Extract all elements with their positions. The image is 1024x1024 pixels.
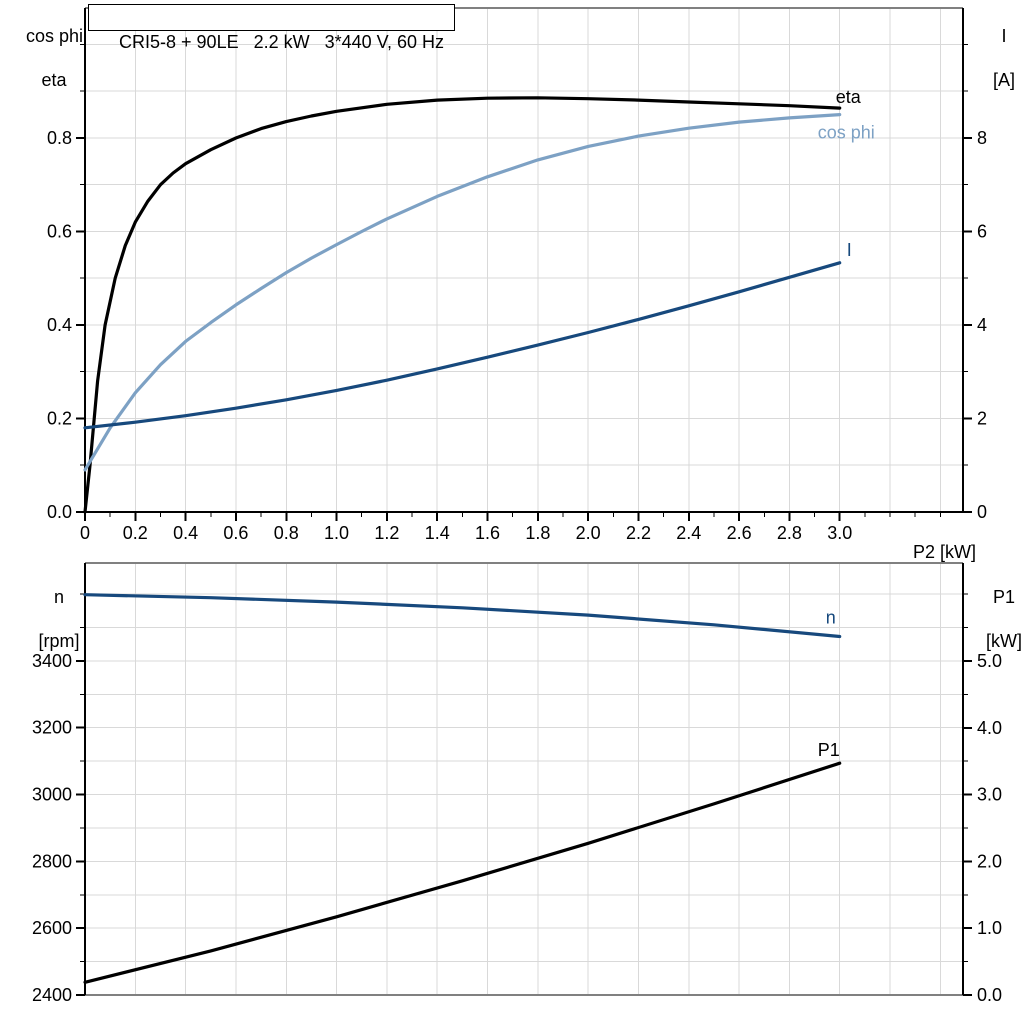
right-tick-label: 1.0 xyxy=(977,918,1002,938)
curve-label-cos_phi: cos phi xyxy=(818,123,875,143)
curve-I xyxy=(83,261,842,430)
right-tick-label: 8 xyxy=(977,128,987,148)
left-tick-label: 2600 xyxy=(32,918,72,938)
bottom-left-axis-title: n [rpm] xyxy=(16,564,82,674)
top-left-axis-title: cos phi eta xyxy=(6,3,84,113)
x-tick-label: 1.2 xyxy=(374,523,399,543)
top-right-axis-title: I [A] xyxy=(966,3,1022,113)
axis-ticks xyxy=(76,43,972,521)
tick-labels: 0.0 0.2 0.4 0.6 0.8 0 2 4 6 8 0 0.2 0.4 0.6 0.8 1.0 1.2 1… xyxy=(47,128,987,543)
left-axis-title-line2: eta xyxy=(41,70,67,90)
x-axis-title: P2 [kW] xyxy=(913,542,977,562)
x-tick-label: 2.6 xyxy=(727,523,752,543)
left-tick-label: 0.8 xyxy=(47,128,72,148)
x-tick-label: 3.0 xyxy=(827,523,852,543)
left-axis-title-line1: cos phi xyxy=(26,26,84,46)
plot-frame xyxy=(83,562,965,997)
speed-axis-title-line1: n xyxy=(54,587,65,607)
right-tick-label: 2.0 xyxy=(977,851,1002,871)
right-tick-label: 5.0 xyxy=(977,651,1002,671)
curve-eta xyxy=(83,96,842,514)
gridlines xyxy=(85,8,963,512)
curve-label-I: I xyxy=(847,240,852,260)
x-tick-label: 2.8 xyxy=(777,523,802,543)
p1-axis-title-line1: P1 xyxy=(992,587,1016,607)
right-axis-title-line2: [A] xyxy=(993,70,1016,90)
right-tick-label: 4 xyxy=(977,315,987,335)
panel-bottom: 2400 2600 2800 3000 3200 3400 0.0 1.0 2.0 3.0 4.0 5… xyxy=(32,562,1002,1005)
left-tick-label: 3400 xyxy=(32,651,72,671)
x-tick-label: 1.6 xyxy=(475,523,500,543)
axis-ticks xyxy=(76,593,972,996)
right-tick-label: 0 xyxy=(977,502,987,522)
x-tick-label: 0.4 xyxy=(173,523,198,543)
p1-axis-title-line2: [kW] xyxy=(986,631,1022,651)
right-tick-label: 6 xyxy=(977,221,987,241)
x-tick-label: 2.0 xyxy=(576,523,601,543)
left-tick-label: 0.2 xyxy=(47,408,72,428)
right-tick-label: 3.0 xyxy=(977,785,1002,805)
x-tick-label: 0.8 xyxy=(274,523,299,543)
tick-labels: 2400 2600 2800 3000 3200 3400 0.0 1.0 2.0 3.0 4.0 5… xyxy=(32,651,1002,1005)
x-tick-label: 1.8 xyxy=(525,523,550,543)
curve-n xyxy=(83,593,842,639)
right-axis-title-line1: I xyxy=(1001,26,1007,46)
panel-top: 0.0 0.2 0.4 0.6 0.8 0 2 4 6 8 0 0.2 0.4 0.6 0.8 1.0 1.2 1… xyxy=(47,7,987,543)
left-tick-label: 0.4 xyxy=(47,315,72,335)
right-tick-label: 2 xyxy=(977,408,987,428)
left-tick-label: 3000 xyxy=(32,785,72,805)
curve-cos_phi xyxy=(83,112,842,472)
left-tick-label: 3200 xyxy=(32,718,72,738)
left-tick-label: 2800 xyxy=(32,851,72,871)
left-tick-label: 0.6 xyxy=(47,221,72,241)
gridlines xyxy=(85,563,963,995)
x-tick-label: 1.4 xyxy=(425,523,450,543)
speed-axis-title-line2: [rpm] xyxy=(38,631,80,651)
chart-title-box: CRI5-8 + 90LE 2.2 kW 3*440 V, 60 Hz xyxy=(88,4,456,52)
curve-label-n: n xyxy=(826,608,836,628)
chart-title: CRI5-8 + 90LE 2.2 kW 3*440 V, 60 Hz xyxy=(119,32,445,52)
x-tick-label: 2.2 xyxy=(626,523,651,543)
left-tick-label: 2400 xyxy=(32,985,72,1005)
x-tick-label: 2.4 xyxy=(676,523,701,543)
x-tick-label: 0 xyxy=(80,523,90,543)
plot-frame xyxy=(83,7,965,514)
x-tick-label: 1.0 xyxy=(324,523,349,543)
curve-label-eta: eta xyxy=(836,87,862,107)
bottom-right-axis-title: P1 [kW] xyxy=(964,564,1024,674)
x-tick-label: 0.6 xyxy=(223,523,248,543)
right-tick-label: 0.0 xyxy=(977,985,1002,1005)
curve-P1 xyxy=(83,761,842,984)
right-tick-label: 4.0 xyxy=(977,718,1002,738)
x-tick-label: 0.2 xyxy=(123,523,148,543)
curve-label-P1: P1 xyxy=(818,740,840,760)
left-tick-label: 0.0 xyxy=(47,502,72,522)
